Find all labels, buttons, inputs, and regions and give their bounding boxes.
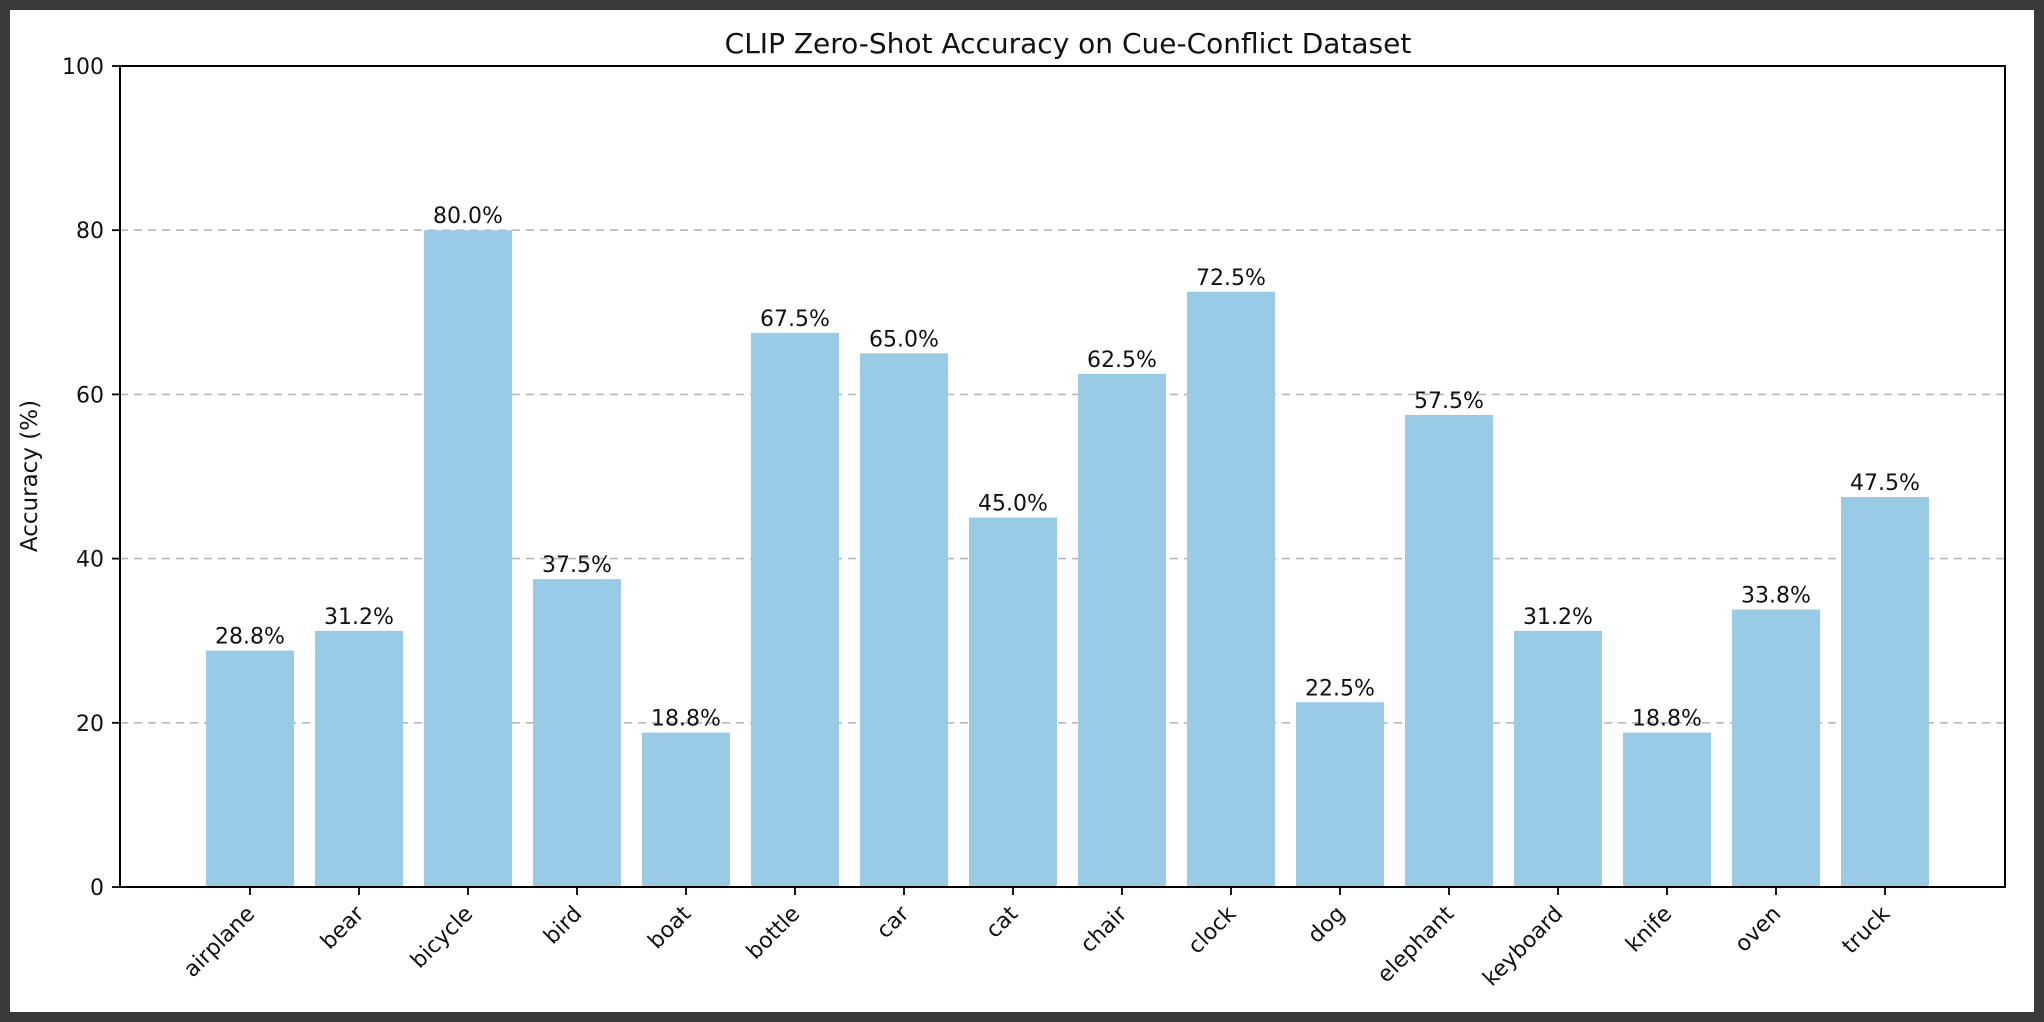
data-label-car: 65.0%	[869, 327, 939, 352]
x-tick-label-clock: clock	[1184, 901, 1242, 959]
y-tick-label-60: 60	[76, 383, 104, 408]
bar-keyboard	[1514, 630, 1602, 887]
data-label-bottle: 67.5%	[760, 307, 830, 332]
data-label-knife: 18.8%	[1632, 707, 1702, 732]
data-label-bear: 31.2%	[324, 605, 394, 630]
bar-airplane	[206, 650, 294, 887]
bar-elephant	[1405, 414, 1493, 887]
bar-car	[860, 353, 948, 888]
x-tick-label-bear: bear	[316, 901, 370, 955]
bar-truck	[1841, 497, 1929, 887]
data-label-elephant: 57.5%	[1414, 389, 1484, 414]
x-tick-label-boat: boat	[644, 901, 697, 954]
chart-frame: CLIP Zero-Shot Accuracy on Cue-Conflict …	[10, 10, 2034, 1012]
axes	[112, 65, 2006, 895]
x-tick-label-dog: dog	[1303, 902, 1350, 949]
x-tick-label-bird: bird	[539, 902, 587, 950]
x-tick-label-airplane: airplane	[179, 902, 260, 983]
plot-area-border	[119, 65, 2006, 888]
bar-cat	[969, 517, 1057, 887]
data-label-boat: 18.8%	[651, 707, 721, 732]
bar-oven	[1732, 609, 1820, 887]
x-tick-label-elephant: elephant	[1373, 901, 1460, 988]
chart-title: CLIP Zero-Shot Accuracy on Cue-Conflict …	[725, 27, 1412, 60]
bar-knife	[1623, 732, 1711, 887]
data-label-keyboard: 31.2%	[1523, 605, 1593, 630]
data-label-airplane: 28.8%	[215, 625, 285, 650]
bars	[206, 230, 1929, 888]
x-tick-label-car: car	[872, 901, 915, 944]
data-label-bicycle: 80.0%	[433, 204, 503, 229]
bar-bird	[533, 579, 621, 887]
data-label-cat: 45.0%	[978, 492, 1048, 517]
bar-bicycle	[424, 230, 512, 887]
x-tick-label-bicycle: bicycle	[406, 902, 478, 974]
x-tick-label-truck: truck	[1838, 901, 1896, 959]
y-axis-label: Accuracy (%)	[17, 400, 43, 552]
data-label-dog: 22.5%	[1305, 676, 1375, 701]
y-tick-label-0: 0	[90, 876, 104, 901]
bar-chart: CLIP Zero-Shot Accuracy on Cue-Conflict …	[17, 27, 2006, 992]
x-tick-label-cat: cat	[981, 901, 1023, 943]
data-label-truck: 47.5%	[1850, 471, 1920, 496]
bar-chair	[1078, 373, 1166, 887]
bar-dog	[1296, 702, 1384, 887]
x-tick-label-knife: knife	[1621, 902, 1677, 958]
data-label-clock: 72.5%	[1196, 266, 1266, 291]
data-label-chair: 62.5%	[1087, 348, 1157, 373]
x-tick-label-oven: oven	[1730, 902, 1786, 958]
data-label-bird: 37.5%	[542, 553, 612, 578]
x-tick-label-chair: chair	[1076, 901, 1133, 958]
x-tick-label-keyboard: keyboard	[1478, 902, 1568, 992]
y-tick-label-40: 40	[76, 548, 104, 573]
bar-bottle	[751, 332, 839, 887]
x-tick-label-bottle: bottle	[742, 902, 805, 965]
bar-bear	[315, 630, 403, 887]
bar-boat	[642, 732, 730, 887]
data-label-oven: 33.8%	[1741, 584, 1811, 609]
y-tick-label-20: 20	[76, 712, 104, 737]
y-tick-label-100: 100	[62, 55, 104, 80]
bar-clock	[1187, 291, 1275, 887]
y-tick-label-80: 80	[76, 219, 104, 244]
